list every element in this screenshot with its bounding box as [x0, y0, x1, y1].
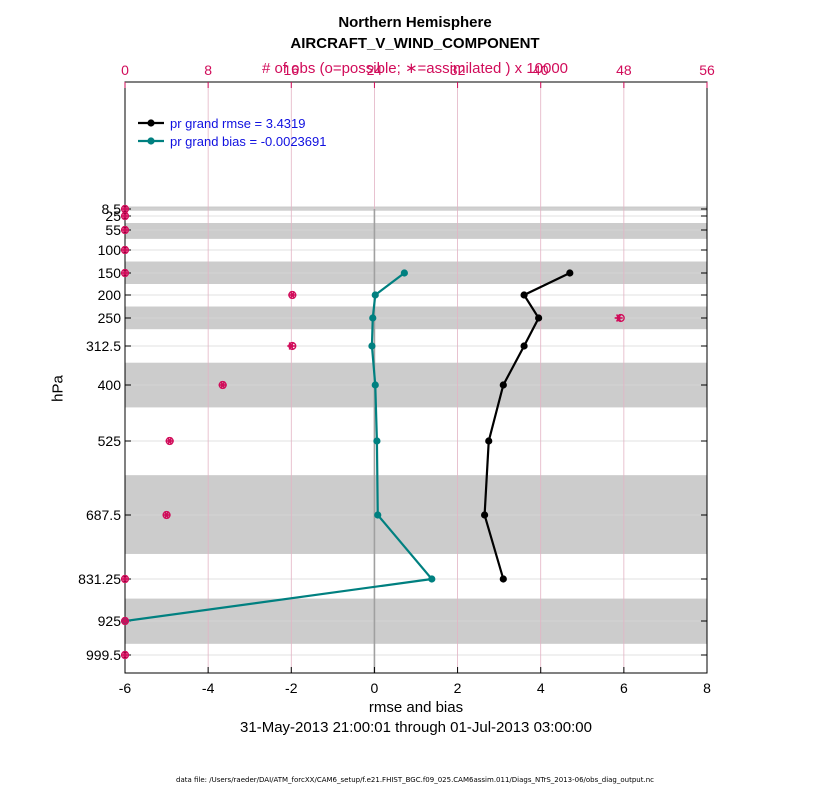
top-tick-label: 32 [450, 62, 466, 78]
data-file-note: data file: /Users/raeder/DAI/ATM_forcXX/… [176, 776, 654, 784]
y-tick-label: 100 [98, 242, 122, 258]
y-tick-label: 8.5 [102, 201, 122, 217]
obs-assimilated-marker [121, 246, 129, 254]
bias-point [371, 381, 379, 389]
date-range: 31-May-2013 21:00:01 through 01-Jul-2013… [240, 719, 592, 736]
obs-assimilated-marker [218, 381, 227, 389]
x-axis-label: rmse and bias [368, 699, 464, 716]
bias-point [400, 269, 408, 277]
top-tick-label: 16 [283, 62, 299, 78]
rmse-point [520, 291, 528, 299]
y-tick-label: 400 [98, 377, 122, 393]
bias-point [374, 511, 382, 519]
top-tick-label: 0 [121, 62, 129, 78]
bias-point [371, 291, 379, 299]
legend-rmse-label: pr grand rmse = 3.4319 [170, 116, 306, 131]
x-tick-label: 0 [371, 680, 379, 696]
plot-frame [124, 81, 708, 674]
x-tick-label: -6 [119, 680, 132, 696]
obs-assimilated-marker [287, 342, 296, 350]
x-tick-label: 6 [620, 680, 628, 696]
obs-assimilated-marker [121, 226, 129, 234]
y-tick-label: 200 [98, 287, 122, 303]
y-tick-label: 999.5 [86, 647, 121, 663]
y-tick-label: 312.5 [86, 338, 121, 354]
x-tick-label: 2 [454, 680, 462, 696]
x-tick-label: 8 [703, 680, 711, 696]
level-band [125, 475, 707, 554]
top-tick-label: 24 [367, 62, 383, 78]
legend-rmse-marker [147, 119, 155, 127]
obs-assimilated-marker [121, 212, 129, 220]
obs-assimilated-marker [121, 617, 129, 625]
y-tick-label: 687.5 [86, 507, 121, 523]
chart-title: Northern Hemisphere [338, 14, 492, 31]
chart-subtitle: AIRCRAFT_V_WIND_COMPONENT [290, 35, 540, 52]
rmse-point [485, 437, 493, 445]
top-axis-label: # of obs (o=possible; ∗=assimilated ) x … [261, 60, 569, 77]
obs-assimilated-marker [121, 575, 129, 583]
rmse-line [483, 272, 571, 580]
y-tick-label: 925 [98, 613, 122, 629]
top-tick-label: 40 [533, 62, 549, 78]
legend-bias-marker [147, 137, 155, 145]
rmse-point [566, 269, 574, 277]
y-axis-label: hPa [49, 375, 67, 402]
x-tick-label: -2 [285, 680, 298, 696]
bias-point [373, 437, 381, 445]
obs-assimilated-marker [614, 314, 623, 322]
x-tick-label: 4 [537, 680, 545, 696]
bias-point [369, 314, 377, 322]
y-tick-label: 150 [98, 265, 122, 281]
y-tick-label: 55 [105, 222, 121, 238]
obs-assimilated-marker [121, 269, 129, 277]
rmse-point [480, 511, 489, 519]
obs-assimilated-marker [162, 511, 171, 519]
legend-bias-label: pr grand bias = -0.0023691 [170, 134, 326, 149]
x-tick-label: -4 [202, 680, 215, 696]
y-tick-label: 25 [105, 208, 121, 224]
top-tick-label: 8 [204, 62, 212, 78]
level-band [125, 223, 707, 239]
y-tick-label: 250 [98, 310, 122, 326]
obs-assimilated-marker [121, 205, 129, 213]
top-tick-label: 48 [616, 62, 632, 78]
obs-assimilated-marker [165, 437, 174, 445]
rmse-point [520, 342, 528, 350]
rmse-point [499, 575, 507, 583]
obs-assimilated-marker [121, 651, 129, 659]
rmse-point [535, 314, 543, 322]
y-tick-label: 831.25 [78, 571, 121, 587]
rmse-point [499, 381, 507, 389]
obs-assimilated-marker [288, 291, 297, 299]
bias-point [428, 575, 436, 583]
bias-point [368, 342, 376, 350]
y-tick-label: 525 [98, 433, 122, 449]
top-tick-label: 56 [699, 62, 715, 78]
